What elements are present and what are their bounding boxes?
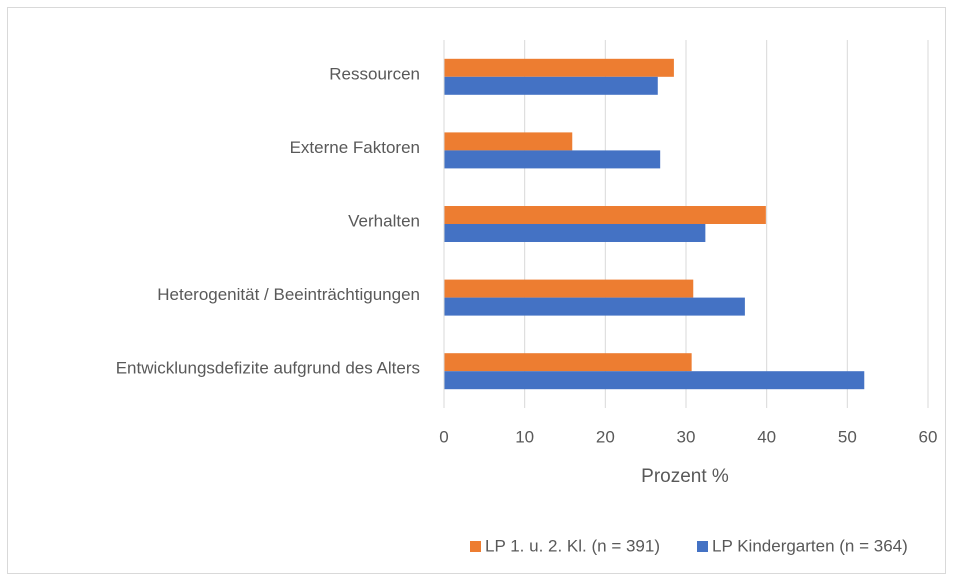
bar [444,371,865,390]
x-tick-label: 40 [757,427,776,446]
legend-label: LP 1. u. 2. Kl. (n = 391) [485,536,660,555]
x-axis-label: Prozent % [641,466,729,487]
bar [444,206,766,224]
x-tick-label: 30 [677,427,696,446]
x-tick-label: 60 [919,427,938,446]
bar [444,58,674,77]
legend-label: LP Kindergarten (n = 364) [712,536,908,555]
x-tick-label: 50 [838,427,857,446]
y-tick-label: Entwicklungsdefizite aufgrund des Alters [116,359,420,378]
bar [444,224,706,242]
bar [444,353,692,372]
legend-swatch [470,541,481,552]
bar [444,279,694,298]
x-tick-label: 0 [439,427,448,446]
x-tick-label: 10 [515,427,534,446]
legend-swatch [697,541,708,552]
y-tick-label: Externe Faktoren [290,138,420,157]
y-tick-label: Verhalten [348,211,420,230]
bar [444,76,658,95]
bar [444,297,745,316]
y-tick-label: Heterogenität / Beeinträchtigungen [157,285,420,304]
x-tick-label: 20 [596,427,615,446]
bar [444,132,573,151]
bar [444,150,661,169]
y-tick-label: Ressourcen [329,64,420,83]
